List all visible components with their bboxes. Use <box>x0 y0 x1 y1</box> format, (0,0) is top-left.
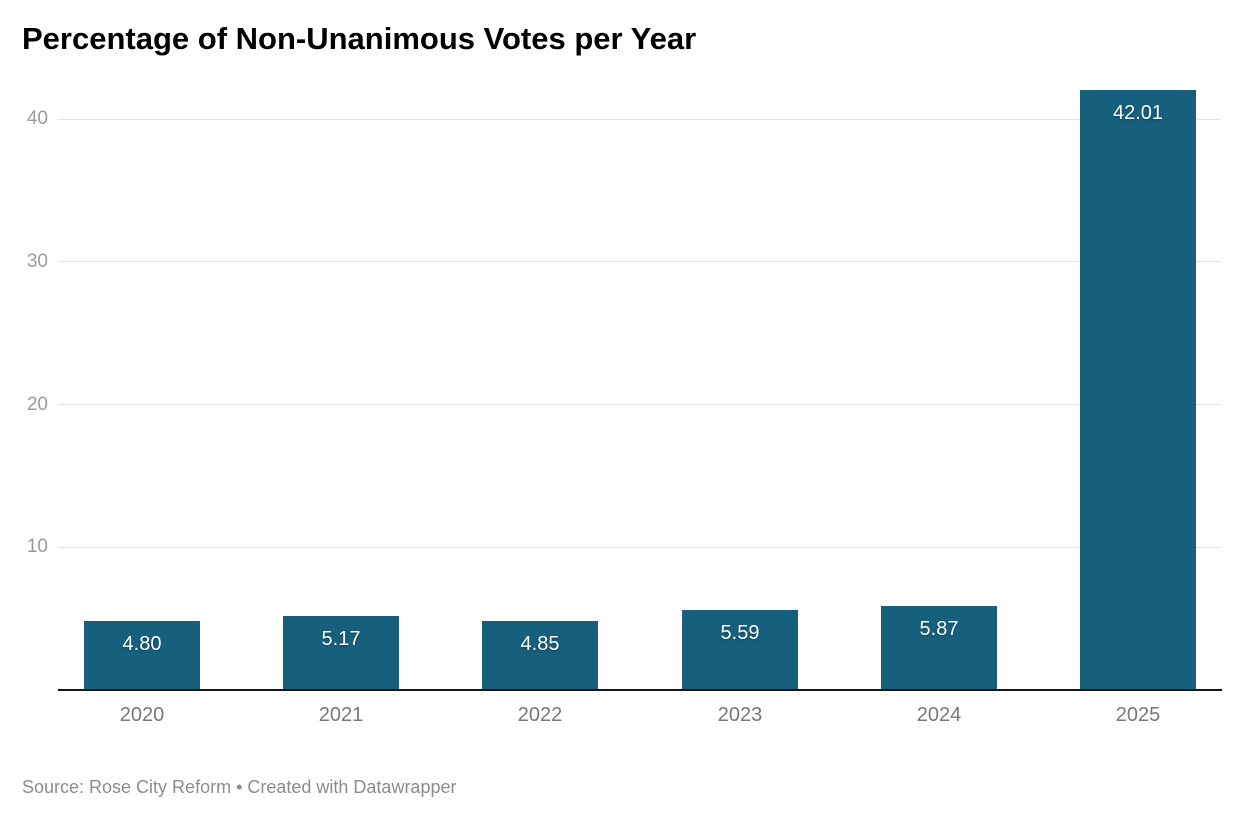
bar-2024: 5.87 <box>881 606 997 690</box>
bar-2023: 5.59 <box>682 610 798 690</box>
bar-value-label: 4.85 <box>520 632 560 655</box>
y-axis-tick-label: 40 <box>26 108 48 129</box>
bar-value-label: 4.80 <box>122 633 162 656</box>
x-axis-tick-label: 2020 <box>119 704 165 726</box>
x-axis-tick-label: 2021 <box>318 704 364 726</box>
chart-title: Percentage of Non-Unanimous Votes per Ye… <box>22 21 697 56</box>
x-axis-tick-label: 2022 <box>517 704 563 726</box>
gridline <box>58 546 1221 548</box>
bar-value-label: 5.87 <box>919 618 959 641</box>
x-axis-tick-label: 2024 <box>916 704 962 726</box>
x-axis-tick-label: 2023 <box>717 704 763 726</box>
bar-chart-plot: 10 20 30 40 4.80 2020 5.17 2021 4.85 2022 5.59 2023… <box>26 90 1222 726</box>
bar-2021: 5.17 <box>283 616 399 690</box>
bar-value-label: 5.17 <box>321 628 361 651</box>
gridline <box>58 118 1221 120</box>
bar-2022: 4.85 <box>482 620 598 690</box>
bar-2020: 4.80 <box>84 621 200 690</box>
x-axis-tick-label: 2025 <box>1115 704 1161 726</box>
y-axis-tick-label: 30 <box>26 250 48 272</box>
gridline <box>58 404 1221 405</box>
bar-2025: 42.01 <box>1080 90 1196 690</box>
bar-value-label: 42.01 <box>1112 102 1164 125</box>
x-axis-line <box>58 689 1222 691</box>
source-attribution: Source: Rose City Reform • Created with … <box>22 777 457 797</box>
bar-value-label: 5.59 <box>720 622 760 645</box>
y-axis-tick-label: 10 <box>26 536 48 558</box>
y-axis-tick-label: 20 <box>26 393 48 415</box>
gridline <box>58 261 1221 263</box>
